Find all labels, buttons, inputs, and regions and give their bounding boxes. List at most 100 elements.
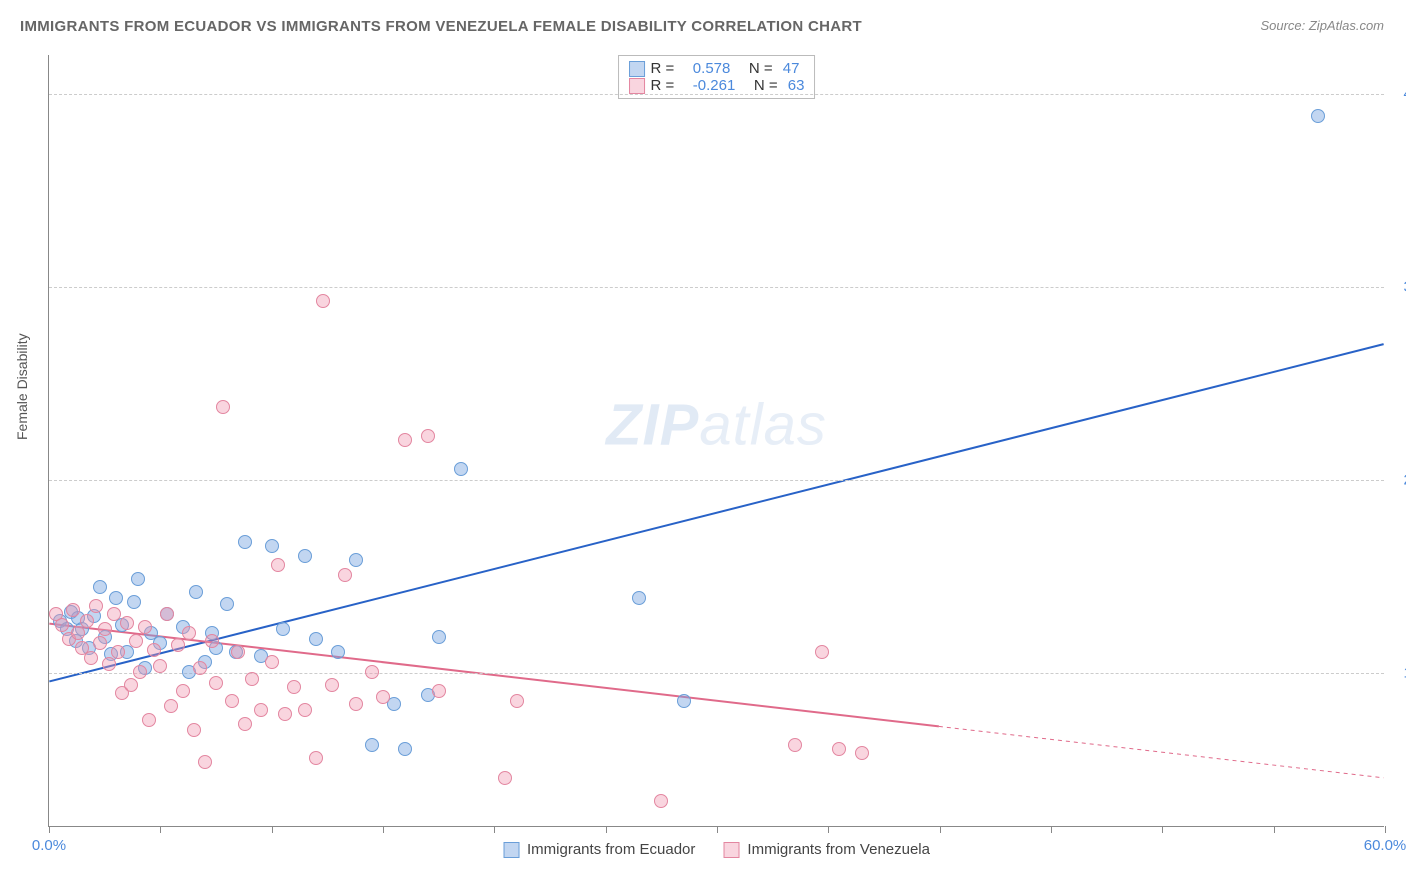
scatter-point bbox=[254, 703, 268, 717]
stat-n-value: 63 bbox=[788, 77, 805, 94]
scatter-point bbox=[176, 684, 190, 698]
scatter-point bbox=[220, 597, 234, 611]
scatter-point bbox=[338, 568, 352, 582]
scatter-point bbox=[432, 630, 446, 644]
stat-r-value: -0.261 bbox=[684, 77, 735, 94]
scatter-point bbox=[147, 643, 161, 657]
scatter-point bbox=[182, 626, 196, 640]
scatter-point bbox=[102, 657, 116, 671]
scatter-point bbox=[298, 549, 312, 563]
scatter-point bbox=[189, 585, 203, 599]
gridline-horizontal bbox=[49, 480, 1384, 481]
scatter-point bbox=[421, 429, 435, 443]
stat-n-label: N = bbox=[741, 77, 781, 94]
legend-item: Immigrants from Ecuador bbox=[503, 841, 695, 858]
scatter-point bbox=[815, 645, 829, 659]
scatter-point bbox=[278, 707, 292, 721]
scatter-point bbox=[498, 771, 512, 785]
scatter-point bbox=[349, 553, 363, 567]
scatter-point bbox=[187, 723, 201, 737]
stat-r-value: 0.578 bbox=[684, 60, 730, 77]
stat-n-value: 47 bbox=[783, 60, 800, 77]
scatter-point bbox=[238, 717, 252, 731]
chart-container: IMMIGRANTS FROM ECUADOR VS IMMIGRANTS FR… bbox=[0, 0, 1406, 892]
scatter-point bbox=[331, 645, 345, 659]
scatter-point bbox=[510, 694, 524, 708]
watermark-thin: atlas bbox=[699, 393, 827, 458]
x-tick-label: 0.0% bbox=[32, 837, 66, 854]
x-tick bbox=[1274, 826, 1275, 833]
stat-swatch bbox=[629, 61, 645, 77]
x-tick-label: 60.0% bbox=[1364, 837, 1406, 854]
watermark: ZIPatlas bbox=[606, 392, 827, 459]
scatter-point bbox=[164, 699, 178, 713]
scatter-point bbox=[365, 665, 379, 679]
x-tick bbox=[828, 826, 829, 833]
scatter-point bbox=[325, 678, 339, 692]
x-tick bbox=[717, 826, 718, 833]
scatter-point bbox=[349, 697, 363, 711]
gridline-horizontal bbox=[49, 287, 1384, 288]
gridline-horizontal bbox=[49, 94, 1384, 95]
scatter-point bbox=[124, 678, 138, 692]
scatter-point bbox=[316, 294, 330, 308]
stat-row: R = 0.578 N = 47 bbox=[629, 60, 805, 77]
scatter-point bbox=[231, 645, 245, 659]
scatter-point bbox=[271, 558, 285, 572]
scatter-point bbox=[265, 539, 279, 553]
x-tick bbox=[49, 826, 50, 833]
legend-label: Immigrants from Venezuela bbox=[747, 841, 930, 858]
chart-title: IMMIGRANTS FROM ECUADOR VS IMMIGRANTS FR… bbox=[20, 18, 862, 35]
watermark-bold: ZIP bbox=[606, 393, 699, 458]
scatter-point bbox=[198, 755, 212, 769]
scatter-point bbox=[632, 591, 646, 605]
scatter-point bbox=[171, 638, 185, 652]
scatter-point bbox=[376, 690, 390, 704]
scatter-point bbox=[298, 703, 312, 717]
scatter-point bbox=[1311, 109, 1325, 123]
scatter-point bbox=[127, 595, 141, 609]
scatter-point bbox=[66, 603, 80, 617]
scatter-point bbox=[71, 626, 85, 640]
scatter-point bbox=[398, 742, 412, 756]
scatter-point bbox=[138, 620, 152, 634]
x-tick bbox=[1051, 826, 1052, 833]
scatter-point bbox=[160, 607, 174, 621]
scatter-point bbox=[107, 607, 121, 621]
x-tick bbox=[160, 826, 161, 833]
legend-swatch bbox=[503, 842, 519, 858]
scatter-point bbox=[454, 462, 468, 476]
scatter-point bbox=[205, 634, 219, 648]
stat-n-label: N = bbox=[736, 60, 776, 77]
scatter-point bbox=[365, 738, 379, 752]
scatter-point bbox=[133, 665, 147, 679]
scatter-point bbox=[142, 713, 156, 727]
x-tick bbox=[606, 826, 607, 833]
scatter-point bbox=[120, 616, 134, 630]
scatter-point bbox=[109, 591, 123, 605]
plot-area: ZIPatlas R = 0.578 N = 47R = -0.261 N = … bbox=[48, 55, 1384, 827]
scatter-point bbox=[93, 636, 107, 650]
trend-line-dashed bbox=[939, 726, 1384, 777]
trend-line bbox=[49, 344, 1383, 681]
y-axis-label: Female Disability bbox=[14, 333, 30, 440]
x-tick bbox=[940, 826, 941, 833]
scatter-point bbox=[855, 746, 869, 760]
x-tick bbox=[1385, 826, 1386, 833]
scatter-point bbox=[276, 622, 290, 636]
scatter-point bbox=[398, 433, 412, 447]
legend-swatch bbox=[723, 842, 739, 858]
x-tick bbox=[1162, 826, 1163, 833]
scatter-point bbox=[131, 572, 145, 586]
scatter-point bbox=[245, 672, 259, 686]
x-tick bbox=[494, 826, 495, 833]
scatter-point bbox=[84, 651, 98, 665]
scatter-point bbox=[287, 680, 301, 694]
scatter-point bbox=[55, 618, 69, 632]
bottom-legend: Immigrants from Ecuador Immigrants from V… bbox=[503, 841, 930, 858]
stat-swatch bbox=[629, 78, 645, 94]
scatter-point bbox=[832, 742, 846, 756]
stat-row: R = -0.261 N = 63 bbox=[629, 77, 805, 94]
legend-item: Immigrants from Venezuela bbox=[723, 841, 930, 858]
x-tick bbox=[272, 826, 273, 833]
